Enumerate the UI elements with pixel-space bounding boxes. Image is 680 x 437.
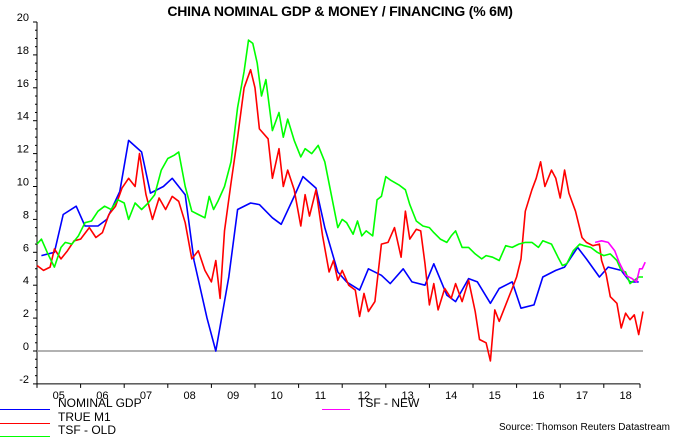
series-line-true-m1: [36, 68, 644, 362]
legend-label: TSF - OLD: [58, 423, 117, 437]
y-tick-label: -2: [19, 374, 29, 386]
series-layer: [36, 39, 646, 362]
y-tick-label: 12: [17, 144, 29, 156]
y-tick-label: 20: [17, 12, 29, 24]
series-line-tsf-old: [36, 39, 643, 285]
y-tick-label: 10: [17, 177, 29, 189]
legend-item-tsf-new: TSF - NEW: [322, 396, 419, 410]
x-tick-label: 08: [183, 390, 195, 402]
x-tick-label: 18: [619, 390, 631, 402]
y-tick-label: 16: [17, 78, 29, 90]
legend-label: TRUE M1: [58, 410, 111, 424]
y-tick-label: 0: [23, 341, 29, 353]
y-tick-label: 6: [23, 242, 29, 254]
legend-item-true-m1: TRUE M1: [0, 410, 111, 424]
y-tick-label: 2: [23, 308, 29, 320]
x-tick-label: 17: [576, 390, 588, 402]
y-tick-label: 18: [17, 45, 29, 57]
x-tick-label: 12: [358, 390, 370, 402]
x-tick-label: 06: [96, 390, 108, 402]
y-tick-label: 4: [23, 275, 29, 287]
legend-swatch-red: [0, 422, 50, 424]
y-axis: -2 0 2 4 6 8 10 12 14 16 18 20: [17, 12, 38, 386]
x-tick-label: 11: [315, 390, 326, 402]
series-line-nominal-gdp: [41, 139, 639, 352]
legend-label: TSF - NEW: [358, 396, 420, 410]
legend-item-nominal-gdp: NOMINAL GDP: [0, 396, 142, 410]
legend-swatch-blue: [0, 408, 50, 410]
y-tick-label: 14: [17, 111, 29, 123]
source-note: Source: Thomson Reuters Datastream: [498, 422, 670, 433]
series-line-tsf-new: [594, 240, 646, 283]
legend-swatch-magenta: [322, 408, 350, 410]
legend-item-tsf-old: TSF - OLD: [0, 423, 116, 437]
x-axis: 05 06 07 08 09 10 11 12 13 14 15 16 17 18: [36, 383, 641, 402]
x-tick-label: 09: [227, 390, 239, 402]
y-tick-label: 8: [23, 209, 29, 221]
chart-title: CHINA NOMINAL GDP & MONEY / FINANCING (%…: [167, 3, 513, 19]
x-tick-label: 07: [140, 390, 152, 402]
x-tick-label: 16: [532, 390, 544, 402]
legend-label: NOMINAL GDP: [58, 396, 142, 410]
x-tick-label: 10: [271, 390, 283, 402]
x-tick-label: 13: [401, 390, 413, 402]
x-tick-label: 05: [53, 390, 65, 402]
x-tick-label: 15: [489, 390, 501, 402]
x-tick-label: 14: [445, 390, 457, 402]
